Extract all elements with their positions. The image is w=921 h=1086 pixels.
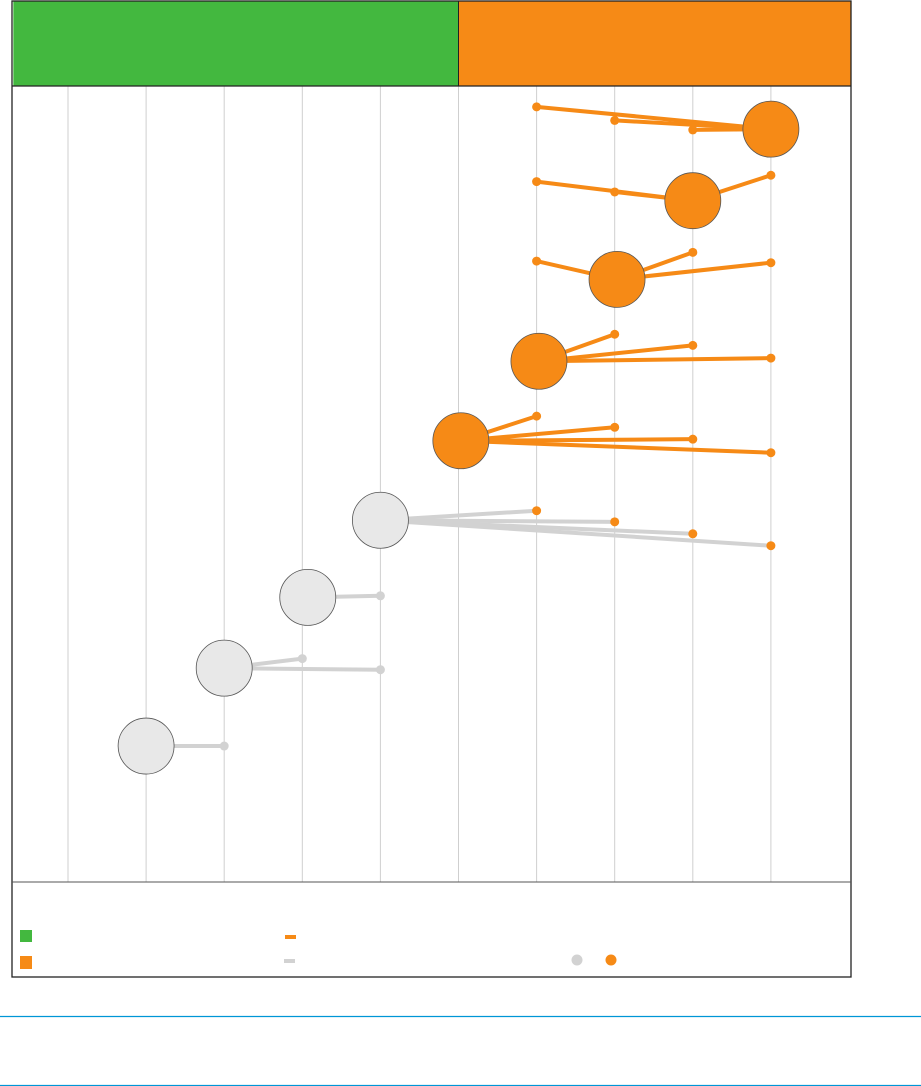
- legend-green-swatch: [20, 930, 32, 942]
- node-circle: [742, 100, 800, 158]
- header-bands: [13, 1, 851, 86]
- legend-orange-dot: [605, 954, 617, 966]
- link-line: [538, 356, 771, 364]
- link-end-dot: [532, 177, 542, 187]
- link-end-dot: [688, 434, 698, 444]
- link-end-dot: [766, 170, 776, 180]
- node-circle: [117, 717, 175, 775]
- link-line: [380, 518, 772, 548]
- link-end-dot: [219, 741, 229, 751]
- node-circle: [195, 639, 253, 697]
- link-end-dot: [688, 247, 698, 257]
- link-end-dot: [297, 654, 307, 664]
- node-circle: [351, 491, 409, 549]
- link-end-dot: [375, 665, 385, 675]
- link-end-dot: [610, 329, 620, 339]
- link-end-dot: [766, 258, 776, 268]
- link-end-dot: [688, 529, 698, 539]
- legend-gray-line: [284, 959, 295, 963]
- node-circle: [432, 412, 490, 470]
- node-circle: [588, 250, 646, 308]
- link-line: [460, 438, 771, 455]
- link-end-dot: [688, 125, 698, 135]
- orange-band: [458, 1, 851, 86]
- link-end-dot: [766, 353, 776, 363]
- link-end-dot: [766, 448, 776, 458]
- node-circle: [510, 332, 568, 390]
- chart-frame: [11, 0, 852, 978]
- link-end-dot: [610, 115, 620, 125]
- link-end-dot: [532, 256, 542, 266]
- link-end-dot: [375, 591, 385, 601]
- link-end-dot: [532, 411, 542, 421]
- link-end-dot: [610, 517, 620, 527]
- link-end-dot: [532, 102, 542, 112]
- link-end-dot: [766, 541, 776, 551]
- green-band: [13, 1, 459, 86]
- gridlines: [67, 86, 772, 882]
- nodes: [117, 100, 800, 775]
- legend-orange-swatch: [20, 956, 32, 969]
- legend-orange-line: [285, 935, 296, 939]
- legend-gray-dot: [571, 954, 583, 966]
- link-end-dot: [688, 340, 698, 350]
- node-circle: [279, 568, 337, 626]
- legend: [20, 930, 617, 969]
- node-circle: [664, 172, 722, 230]
- link-end-dot: [532, 506, 542, 516]
- link-end-dot: [610, 187, 620, 197]
- link-end-dot: [610, 422, 620, 432]
